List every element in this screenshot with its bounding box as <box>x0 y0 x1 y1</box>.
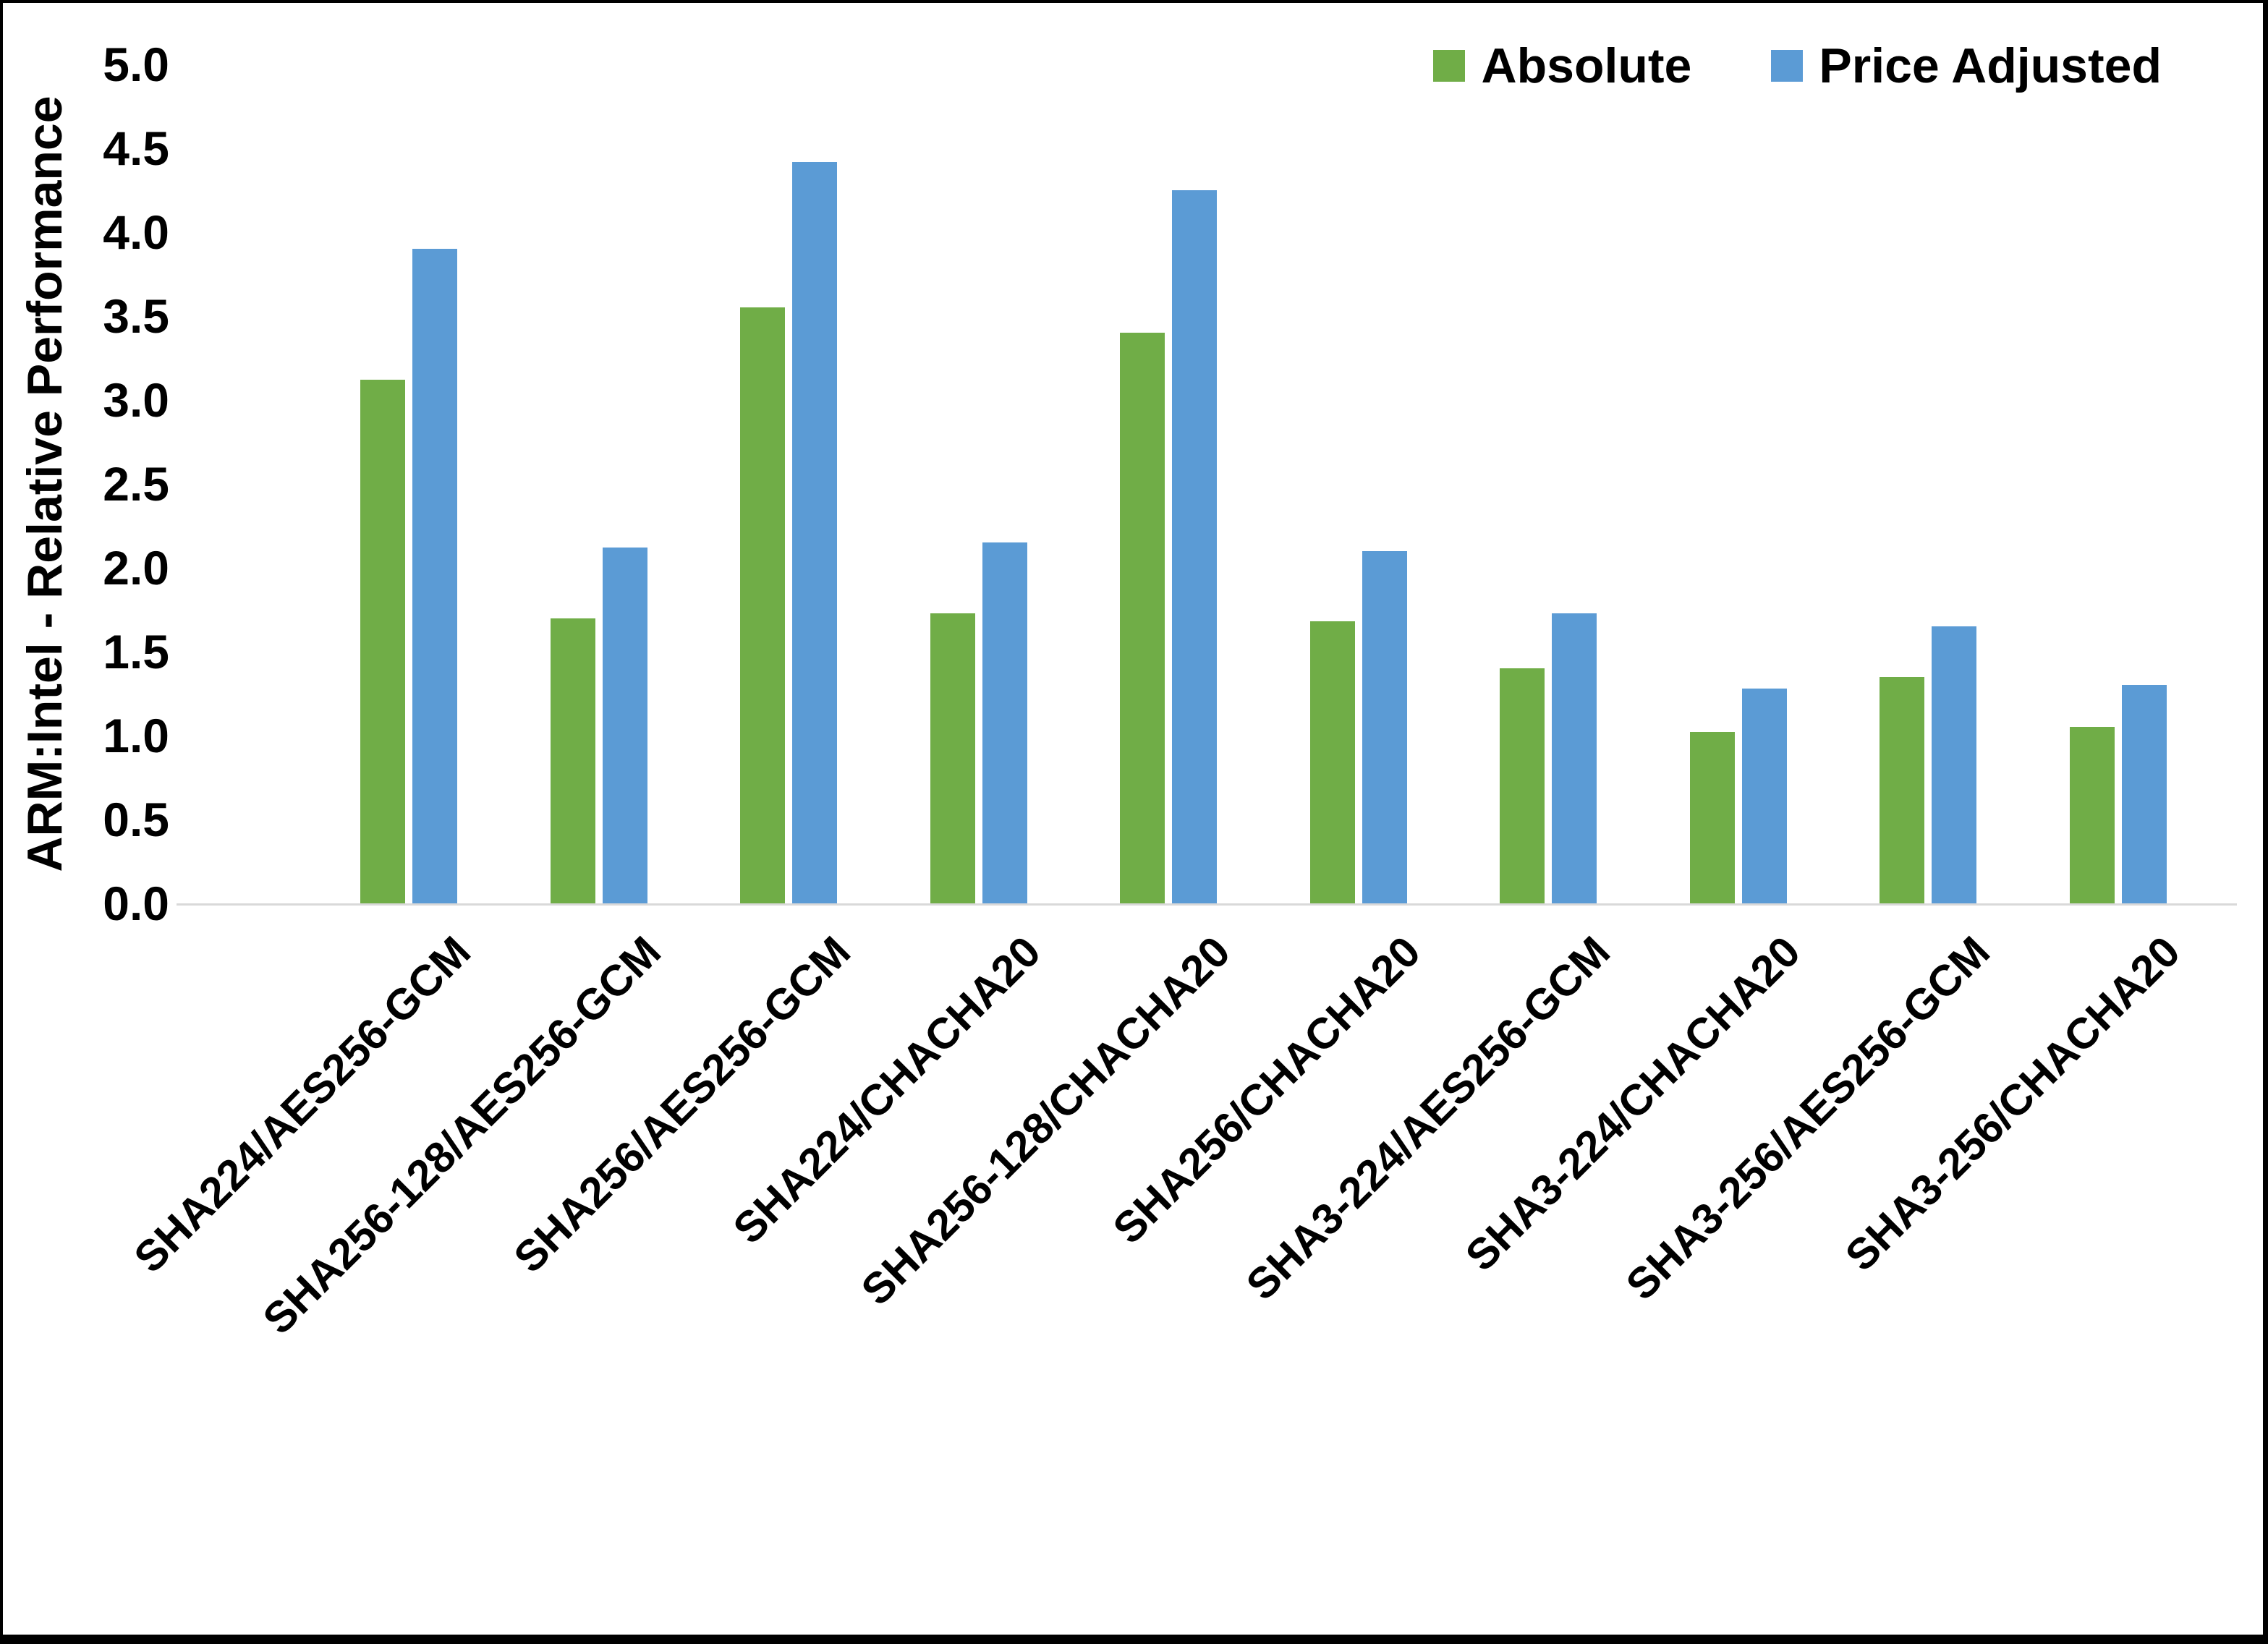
legend-label-price-adjusted: Price Adjusted <box>1819 38 2162 93</box>
bar-price-adjusted-6 <box>1552 613 1597 903</box>
y-tick-label: 1.5 <box>103 625 169 678</box>
y-tick-label: 1.0 <box>103 709 169 762</box>
bar-absolute-5 <box>1309 621 1355 903</box>
legend-swatch-price-adjusted-icon <box>1771 50 1804 82</box>
bar-absolute-4 <box>1120 333 1165 903</box>
bar-absolute-1 <box>550 618 595 903</box>
bar-price-adjusted-1 <box>602 548 647 903</box>
bar-absolute-8 <box>1880 676 1925 903</box>
y-tick-label: 3.5 <box>103 289 169 343</box>
y-tick-label: 2.5 <box>103 457 169 511</box>
bar-price-adjusted-2 <box>792 161 838 903</box>
bar-price-adjusted-3 <box>982 542 1027 903</box>
y-tick-label: 2.0 <box>103 541 169 595</box>
bar-absolute-6 <box>1500 668 1545 903</box>
legend: Absolute Price Adjusted <box>1433 38 2162 94</box>
y-tick-label: 0.5 <box>103 793 169 846</box>
bar-price-adjusted-5 <box>1362 550 1407 903</box>
legend-label-absolute: Absolute <box>1481 38 1692 93</box>
x-axis-line <box>177 903 2237 906</box>
bar-price-adjusted-9 <box>2121 685 2167 903</box>
legend-swatch-absolute-icon <box>1433 50 1466 82</box>
legend-item-price-adjusted: Price Adjusted <box>1771 38 2162 94</box>
bar-absolute-0 <box>360 380 406 903</box>
y-tick-label: 4.5 <box>103 122 169 175</box>
bar-price-adjusted-0 <box>412 249 458 903</box>
bar-price-adjusted-8 <box>1932 626 1977 903</box>
bar-absolute-7 <box>1689 732 1735 903</box>
bar-price-adjusted-4 <box>1172 190 1218 903</box>
y-tick-label: 4.0 <box>103 205 169 259</box>
bar-absolute-3 <box>930 613 975 903</box>
bar-absolute-2 <box>740 307 786 903</box>
bar-absolute-9 <box>2069 727 2115 903</box>
legend-item-absolute: Absolute <box>1433 38 1691 94</box>
y-tick-label: 3.0 <box>103 373 169 427</box>
y-tick-label: 0.0 <box>103 877 169 930</box>
y-tick-label: 5.0 <box>103 38 169 91</box>
bar-price-adjusted-7 <box>1741 689 1787 903</box>
